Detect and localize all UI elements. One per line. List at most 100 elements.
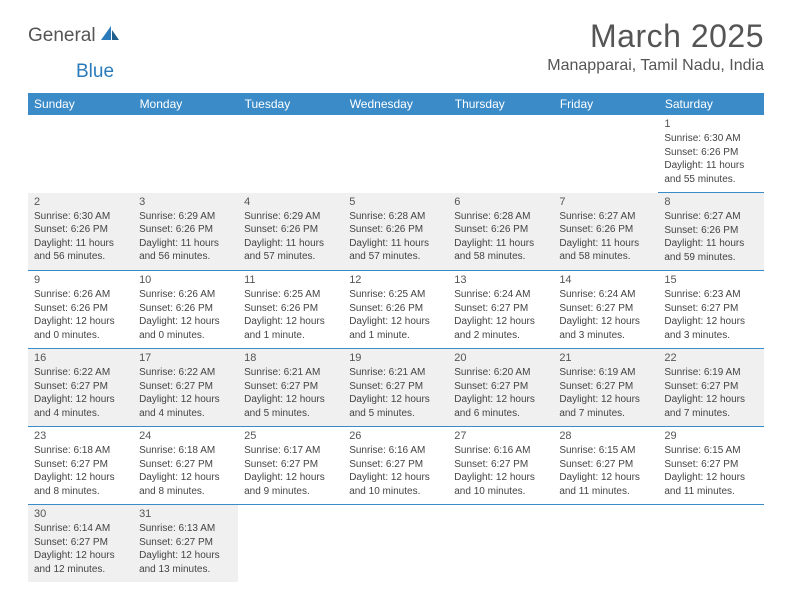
sunset-text: Sunset: 6:27 PM bbox=[139, 380, 232, 394]
sunrise-text: Sunrise: 6:16 AM bbox=[454, 444, 547, 458]
sunrise-text: Sunrise: 6:21 AM bbox=[349, 366, 442, 380]
daylight-text: Daylight: 12 hours and 1 minute. bbox=[244, 315, 337, 342]
sunrise-text: Sunrise: 6:29 AM bbox=[244, 210, 337, 224]
day-cell: 9Sunrise: 6:26 AMSunset: 6:26 PMDaylight… bbox=[28, 271, 133, 349]
title-block: March 2025 Manapparai, Tamil Nadu, India bbox=[547, 18, 764, 75]
day-number: 7 bbox=[559, 196, 652, 208]
sunset-text: Sunset: 6:26 PM bbox=[559, 223, 652, 237]
day-number: 6 bbox=[454, 196, 547, 208]
day-number: 13 bbox=[454, 274, 547, 286]
week-row: 23Sunrise: 6:18 AMSunset: 6:27 PMDayligh… bbox=[28, 427, 764, 505]
sunset-text: Sunset: 6:27 PM bbox=[349, 458, 442, 472]
sunrise-text: Sunrise: 6:21 AM bbox=[244, 366, 337, 380]
day-number: 22 bbox=[664, 352, 757, 364]
daylight-text: Daylight: 12 hours and 10 minutes. bbox=[349, 471, 442, 498]
sunset-text: Sunset: 6:27 PM bbox=[454, 302, 547, 316]
sunrise-text: Sunrise: 6:24 AM bbox=[559, 288, 652, 302]
day-header-row: Sunday Monday Tuesday Wednesday Thursday… bbox=[28, 93, 764, 115]
daylight-text: Daylight: 12 hours and 3 minutes. bbox=[664, 315, 757, 342]
day-number: 10 bbox=[139, 274, 232, 286]
day-cell: 30Sunrise: 6:14 AMSunset: 6:27 PMDayligh… bbox=[28, 505, 133, 583]
day-cell: 23Sunrise: 6:18 AMSunset: 6:27 PMDayligh… bbox=[28, 427, 133, 505]
sunset-text: Sunset: 6:27 PM bbox=[454, 458, 547, 472]
day-number: 21 bbox=[559, 352, 652, 364]
day-number: 25 bbox=[244, 430, 337, 442]
day-cell: 24Sunrise: 6:18 AMSunset: 6:27 PMDayligh… bbox=[133, 427, 238, 505]
daylight-text: Daylight: 12 hours and 10 minutes. bbox=[454, 471, 547, 498]
day-number: 11 bbox=[244, 274, 337, 286]
calendar-body: 1Sunrise: 6:30 AMSunset: 6:26 PMDaylight… bbox=[28, 115, 764, 582]
day-cell: 11Sunrise: 6:25 AMSunset: 6:26 PMDayligh… bbox=[238, 271, 343, 349]
sunrise-text: Sunrise: 6:25 AM bbox=[244, 288, 337, 302]
day-header: Monday bbox=[133, 93, 238, 115]
sunset-text: Sunset: 6:27 PM bbox=[139, 536, 232, 550]
week-row: 1Sunrise: 6:30 AMSunset: 6:26 PMDaylight… bbox=[28, 115, 764, 193]
week-row: 30Sunrise: 6:14 AMSunset: 6:27 PMDayligh… bbox=[28, 505, 764, 583]
sunrise-text: Sunrise: 6:19 AM bbox=[559, 366, 652, 380]
sunset-text: Sunset: 6:27 PM bbox=[664, 302, 757, 316]
sunset-text: Sunset: 6:27 PM bbox=[349, 380, 442, 394]
week-row: 9Sunrise: 6:26 AMSunset: 6:26 PMDaylight… bbox=[28, 271, 764, 349]
day-cell: 17Sunrise: 6:22 AMSunset: 6:27 PMDayligh… bbox=[133, 349, 238, 427]
day-header: Sunday bbox=[28, 93, 133, 115]
daylight-text: Daylight: 12 hours and 5 minutes. bbox=[244, 393, 337, 420]
sunrise-text: Sunrise: 6:22 AM bbox=[139, 366, 232, 380]
daylight-text: Daylight: 12 hours and 1 minute. bbox=[349, 315, 442, 342]
sunset-text: Sunset: 6:26 PM bbox=[664, 146, 757, 160]
week-row: 16Sunrise: 6:22 AMSunset: 6:27 PMDayligh… bbox=[28, 349, 764, 427]
sunset-text: Sunset: 6:27 PM bbox=[454, 380, 547, 394]
daylight-text: Daylight: 12 hours and 7 minutes. bbox=[559, 393, 652, 420]
daylight-text: Daylight: 11 hours and 58 minutes. bbox=[559, 237, 652, 264]
day-cell bbox=[133, 115, 238, 193]
day-number: 4 bbox=[244, 196, 337, 208]
daylight-text: Daylight: 12 hours and 11 minutes. bbox=[664, 471, 757, 498]
daylight-text: Daylight: 11 hours and 56 minutes. bbox=[34, 237, 127, 264]
sunset-text: Sunset: 6:27 PM bbox=[139, 458, 232, 472]
sunset-text: Sunset: 6:26 PM bbox=[34, 223, 127, 237]
day-cell bbox=[448, 505, 553, 583]
day-number: 2 bbox=[34, 196, 127, 208]
day-number: 27 bbox=[454, 430, 547, 442]
day-cell: 19 Sunrise: 6:21 AMSunset: 6:27 PMDayligh… bbox=[343, 349, 448, 427]
day-number: 1 bbox=[664, 118, 757, 130]
sunrise-text: Sunrise: 6:14 AM bbox=[34, 522, 127, 536]
day-number: 20 bbox=[454, 352, 547, 364]
day-cell: 4Sunrise: 6:29 AMSunset: 6:26 PMDaylight… bbox=[238, 193, 343, 271]
day-header: Friday bbox=[553, 93, 658, 115]
sunset-text: Sunset: 6:27 PM bbox=[244, 380, 337, 394]
daylight-text: Daylight: 11 hours and 57 minutes. bbox=[349, 237, 442, 264]
day-cell bbox=[28, 115, 133, 193]
sunrise-text: Sunrise: 6:28 AM bbox=[454, 210, 547, 224]
day-cell bbox=[553, 115, 658, 193]
sunset-text: Sunset: 6:26 PM bbox=[139, 223, 232, 237]
day-cell: 25Sunrise: 6:17 AMSunset: 6:27 PMDayligh… bbox=[238, 427, 343, 505]
day-cell: 3Sunrise: 6:29 AMSunset: 6:26 PMDaylight… bbox=[133, 193, 238, 271]
sunset-text: Sunset: 6:26 PM bbox=[664, 224, 757, 238]
day-cell bbox=[553, 505, 658, 583]
day-number: 3 bbox=[139, 196, 232, 208]
day-cell: 15Sunrise: 6:23 AMSunset: 6:27 PMDayligh… bbox=[658, 271, 763, 349]
daylight-text: Daylight: 12 hours and 0 minutes. bbox=[34, 315, 127, 342]
day-cell bbox=[238, 505, 343, 583]
day-cell bbox=[658, 505, 763, 583]
day-cell: 5Sunrise: 6:28 AMSunset: 6:26 PMDaylight… bbox=[343, 193, 448, 271]
day-number: 19 bbox=[349, 352, 442, 364]
sunrise-text: Sunrise: 6:26 AM bbox=[34, 288, 127, 302]
daylight-text: Daylight: 12 hours and 9 minutes. bbox=[244, 471, 337, 498]
day-cell: 7Sunrise: 6:27 AMSunset: 6:26 PMDaylight… bbox=[553, 193, 658, 271]
sunrise-text: Sunrise: 6:15 AM bbox=[664, 444, 757, 458]
daylight-text: Daylight: 12 hours and 6 minutes. bbox=[454, 393, 547, 420]
day-cell: 2Sunrise: 6:30 AMSunset: 6:26 PMDaylight… bbox=[28, 193, 133, 271]
day-number: 26 bbox=[349, 430, 442, 442]
daylight-text: Daylight: 12 hours and 5 minutes. bbox=[349, 393, 442, 420]
logo: General bbox=[28, 24, 123, 47]
sunrise-text: Sunrise: 6:20 AM bbox=[454, 366, 547, 380]
day-number: 9 bbox=[34, 274, 127, 286]
day-header: Wednesday bbox=[343, 93, 448, 115]
daylight-text: Daylight: 12 hours and 8 minutes. bbox=[34, 471, 127, 498]
daylight-text: Daylight: 11 hours and 55 minutes. bbox=[664, 159, 757, 186]
day-number: 18 bbox=[244, 352, 337, 364]
day-header: Thursday bbox=[448, 93, 553, 115]
location: Manapparai, Tamil Nadu, India bbox=[547, 57, 764, 75]
sunrise-text: Sunrise: 6:22 AM bbox=[34, 366, 127, 380]
